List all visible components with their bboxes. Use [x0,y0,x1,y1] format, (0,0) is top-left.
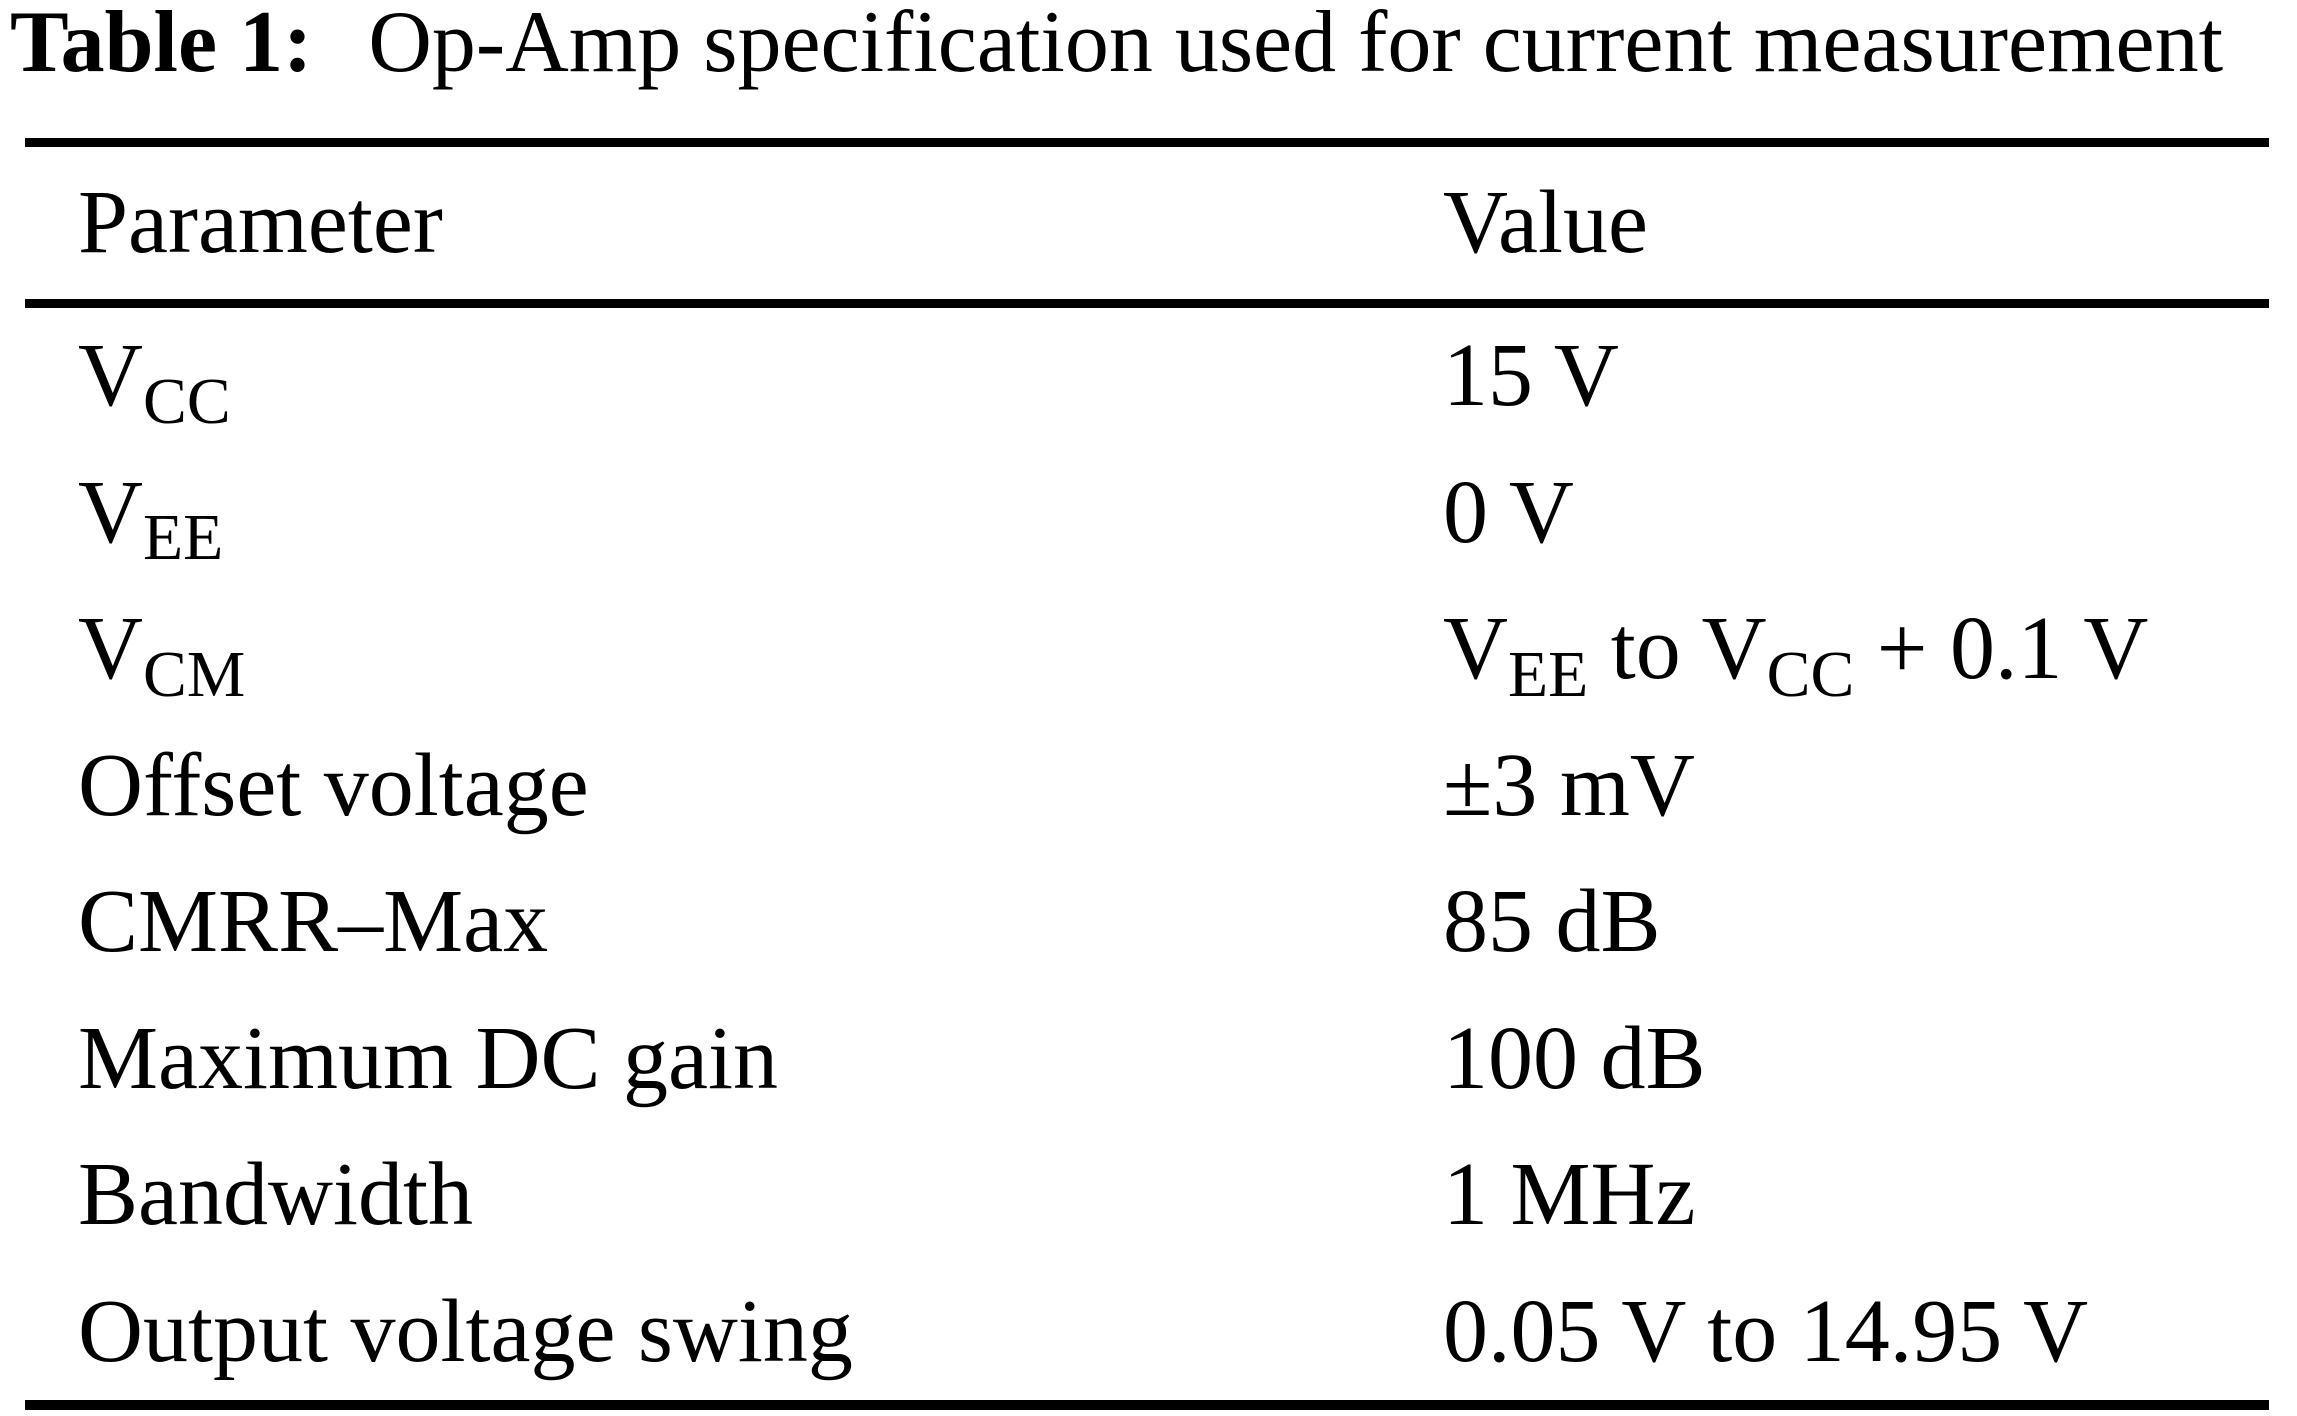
subscript: CC [143,364,231,438]
parameter-text: Output voltage swing [78,1281,853,1381]
table-header-rule [25,299,2269,308]
subscript: EE [143,501,224,575]
table-row-max-dc-gain: Maximum DC gain 100 dB [25,991,2269,1128]
parameter-cell: VCM [25,581,1443,718]
value-cell: 0 V [1443,445,2269,582]
parameter-cell: Offset voltage [25,718,1443,855]
parameter-cell: VCC [25,308,1443,445]
table-top-rule [25,138,2269,147]
value-text: 0.05 V to 14.95 V [1443,1281,2089,1381]
value-cell: 1 MHz [1443,1127,2269,1264]
value-text: ±3 mV [1443,735,1695,835]
parameter-cell: Maximum DC gain [25,991,1443,1128]
value-cell: VEE to VCC + 0.1 V [1443,581,2269,718]
subscript: CC [1766,637,1855,711]
value-text: 1 MHz [1443,1145,1696,1244]
value-cell: 100 dB [1443,991,2269,1128]
value-text: 85 dB [1443,872,1661,971]
table-row-offset-voltage: Offset voltage ±3 mV [25,718,2269,855]
subscript: CM [143,637,246,711]
parameter-text: V [78,326,143,425]
value-text: 0 V [1443,462,1574,562]
parameter-text: Maximum DC gain [78,1008,778,1108]
table-row-vcc: VCC 15 V [25,308,2269,445]
parameter-cell: VEE [25,445,1443,582]
subscript: EE [1508,637,1589,711]
value-cell: 85 dB [1443,854,2269,991]
table-row-bandwidth: Bandwidth 1 MHz [25,1127,2269,1264]
parameter-text: CMRR–Max [78,872,549,971]
value-text: 15 V [1443,326,1619,425]
parameter-cell: CMRR–Max [25,854,1443,991]
table-caption-text: Op-Amp specification used for current me… [368,0,2224,91]
parameter-text: V [78,462,143,562]
column-header-value: Value [1443,173,1648,272]
value-cell: ±3 mV [1443,718,2269,855]
parameter-text: Offset voltage [78,735,589,835]
parameter-cell: Output voltage swing [25,1264,1443,1401]
value-text: to V [1588,599,1767,698]
value-cell: 0.05 V to 14.95 V [1443,1264,2269,1401]
table-row-output-voltage-swing: Output voltage swing 0.05 V to 14.95 V [25,1264,2269,1401]
table-caption: Table 1: Op-Amp specification used for cu… [10,0,2223,87]
table-caption-label: Table 1: [10,0,313,91]
value-cell: 15 V [1443,308,2269,445]
table-header-row: Parameter Value [25,147,2269,299]
value-text: V [1443,599,1508,698]
table-bottom-rule [25,1400,2269,1410]
table-row-vcm: VCM VEE to VCC + 0.1 V [25,581,2269,718]
column-header-parameter: Parameter [78,173,443,272]
parameter-cell: Bandwidth [25,1127,1443,1264]
parameter-text: Bandwidth [78,1145,473,1244]
value-text: + 0.1 V [1854,599,2149,698]
table-row-vee: VEE 0 V [25,445,2269,582]
parameter-text: V [78,599,143,698]
value-text: 100 dB [1443,1008,1706,1108]
table-row-cmrr-max: CMRR–Max 85 dB [25,854,2269,991]
spec-table: Parameter Value VCC 15 V VEE 0 V VCM VEE… [25,138,2269,1410]
